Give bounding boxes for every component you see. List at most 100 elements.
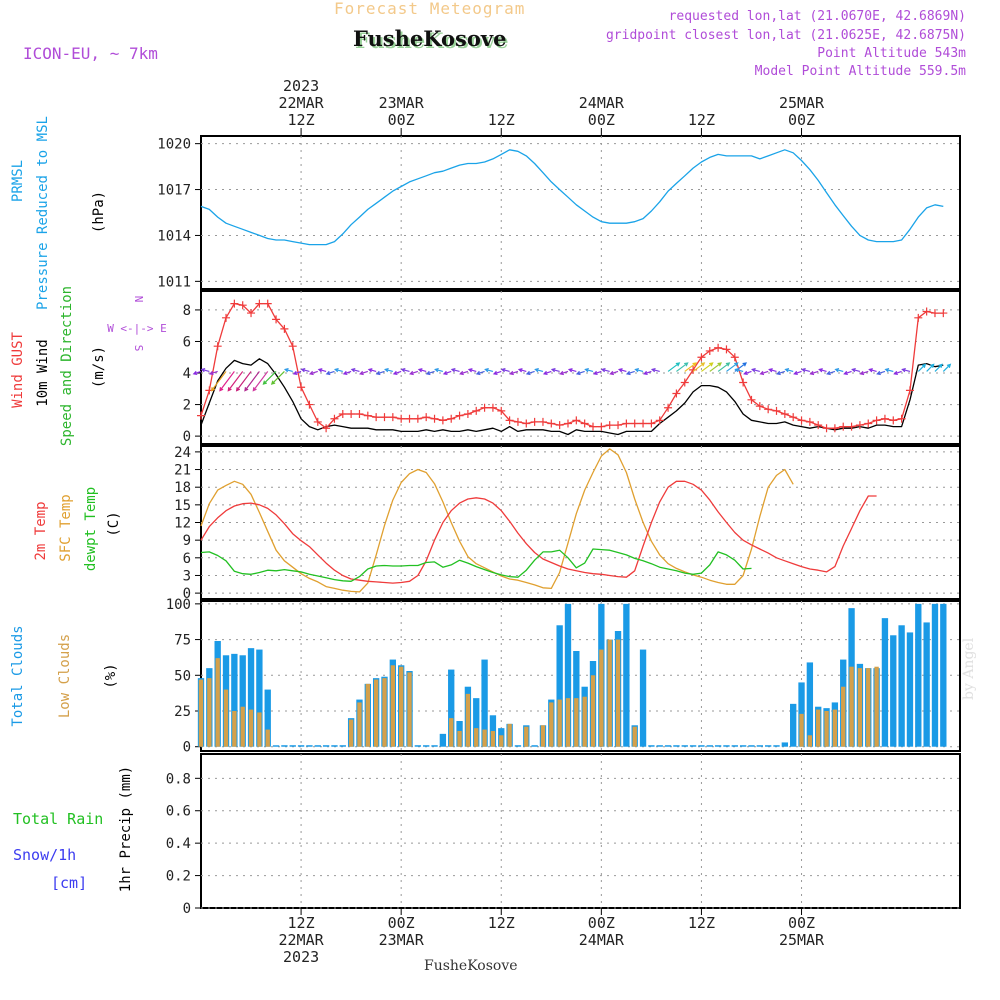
total-cloud-bar (890, 635, 897, 747)
wind-direction-arrow (292, 370, 302, 376)
wind-direction-arrow (826, 370, 836, 376)
gust-point (547, 419, 556, 428)
gust-point (430, 414, 439, 423)
temp-ytick-label: 24 (174, 445, 191, 461)
total-cloud-bar (623, 603, 630, 747)
gust-point (705, 346, 714, 355)
wind-direction-arrow (926, 363, 935, 372)
pressure-ytick-label: 1014 (157, 228, 191, 244)
gust-point (563, 419, 572, 428)
wind-direction-arrow (876, 370, 886, 376)
model-altitude: Model Point Altitude 559.5m (754, 64, 966, 79)
precip-unit: 1hr Precip (mm) (118, 766, 134, 892)
total-cloud-bar (648, 745, 655, 747)
wind-direction-arrow (475, 370, 485, 376)
pressure-line (200, 149, 944, 246)
low-cloud-bar (265, 729, 270, 747)
gust-point (263, 299, 272, 308)
wind-direction-arrow (317, 368, 327, 373)
gust-point (388, 413, 397, 422)
top-time-label: 22MAR (279, 94, 325, 112)
gust-point (805, 417, 814, 426)
gust-point (380, 413, 389, 422)
gust-point (480, 403, 489, 412)
low-cloud-bar (365, 683, 370, 747)
cloud-ytick-label: 50 (174, 668, 191, 684)
low-cloud-bar (565, 698, 571, 747)
total-cloud-bar (514, 745, 522, 747)
total-cloud-bar (731, 745, 738, 747)
gust-point (672, 389, 681, 398)
gust-point (522, 419, 531, 428)
wind-direction-arrow (350, 368, 360, 373)
low-cloud-bar (866, 668, 871, 747)
total-cloud-bar (297, 745, 305, 747)
gust-point (897, 414, 906, 423)
gust-point (614, 421, 623, 430)
total-cloud-bar (756, 745, 763, 747)
gust-point (305, 400, 314, 409)
total-cloud-bar (247, 648, 255, 747)
compass-west-east: W <-|-> E (107, 322, 167, 335)
low-cloud-bar (407, 672, 412, 747)
wind-direction-arrow (500, 368, 510, 373)
wind-direction-arrow (208, 370, 218, 376)
low-cloud-bar (390, 665, 396, 747)
low-cloud-bar (482, 729, 487, 747)
gust-point (497, 406, 506, 415)
gust-point (463, 410, 472, 419)
gust-point (605, 421, 614, 430)
bottom-time-label: 12Z (488, 914, 515, 932)
wind-panel-frame (200, 290, 961, 445)
wind-direction-arrow (252, 371, 269, 392)
precip-ytick-label: 0.4 (166, 836, 191, 852)
total-cloud-bar (723, 745, 730, 747)
bottom-time-label: 25MAR (779, 931, 825, 949)
low-cloud-bar (490, 731, 496, 747)
gust-point (722, 345, 731, 354)
low-cloud-bar (841, 686, 846, 747)
cloud-panel-frame (200, 600, 961, 752)
gust-point (639, 419, 648, 428)
total-cloud-bar (673, 745, 680, 747)
low-cloud-bar (499, 735, 504, 747)
low-cloud-bar (198, 679, 204, 747)
gust-point (822, 424, 831, 433)
total-cloud-bar (790, 703, 797, 747)
temp-ytick-label: 21 (174, 463, 191, 479)
total-cloud-bar (272, 745, 280, 747)
wind-unit: (m/s) (91, 346, 107, 388)
gust-point (830, 424, 839, 433)
temp-ytick-label: 6 (183, 551, 191, 567)
gust-point (697, 353, 706, 362)
model-name: ICON-EU, ~ 7km (23, 44, 158, 63)
total-cloud-bar (439, 733, 447, 747)
wind-direction-arrow (235, 371, 252, 392)
gust-point (213, 342, 222, 351)
wind-direction-arrow (592, 370, 602, 376)
total-cloud-bar (481, 659, 488, 747)
wind-direction-arrow (684, 362, 697, 372)
bottom-time-label: 2023 (283, 948, 319, 966)
temp-ytick-label: 3 (183, 568, 191, 584)
low-cloud-bar (615, 639, 621, 747)
gust-point (297, 383, 306, 392)
total-cloud-bar (940, 603, 947, 747)
product-title: Forecast Meteogram (334, 0, 526, 18)
gust-point (589, 422, 598, 431)
gust-point (930, 309, 939, 318)
footer-location: FusheKosove (424, 958, 518, 974)
gust-point (939, 309, 948, 318)
wind-direction-arrow (743, 370, 752, 376)
bottom-time-label: 12Z (288, 914, 315, 932)
temp-ytick-label: 15 (174, 498, 191, 514)
wind-direction-arrow (692, 362, 706, 372)
gust-point (839, 422, 848, 431)
low-cloud-bar (373, 679, 379, 747)
wind-direction-arrow (525, 370, 535, 376)
wind-direction-arrow (643, 370, 652, 376)
top-time-label: 12Z (688, 111, 715, 129)
top-time-label: 12Z (488, 111, 515, 129)
low-cloud-bar (357, 702, 362, 747)
wind-ytick-label: 8 (183, 303, 191, 319)
